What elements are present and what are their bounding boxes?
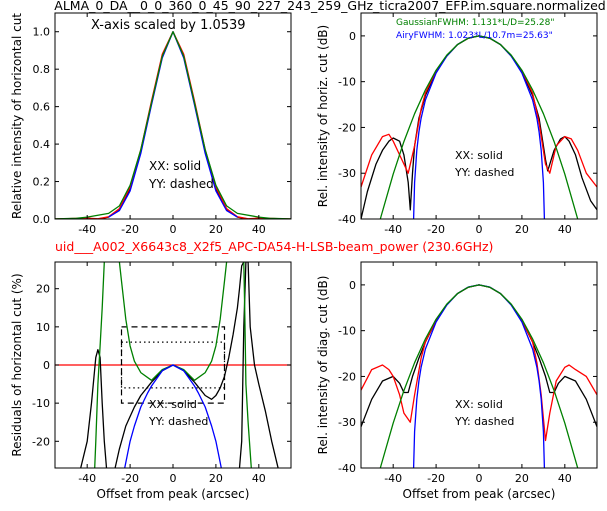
series-black-line xyxy=(361,35,597,219)
polarization-note: XX: solid xyxy=(455,149,503,162)
panel-top-right: -40 -20 0 20 40 -40 -30 -20 -10 0 Rel. intensity o… xyxy=(316,12,598,236)
polarization-note: YY: dashed xyxy=(454,415,514,428)
x-tick-label: 0 xyxy=(476,472,483,485)
figure-title: ALMA_0_DA__0_0_360_0_45_90_227_243_259_G… xyxy=(54,0,605,13)
y-tick-label: 0.8 xyxy=(33,63,51,76)
series-blue-line xyxy=(412,284,546,468)
x-tick-label: 0 xyxy=(170,223,177,236)
y-tick-label: -30 xyxy=(338,167,356,180)
series-green-line xyxy=(118,262,228,381)
polarization-note: XX: solid xyxy=(455,398,503,411)
panel-bottom-left: -40 -20 0 20 40 -20 -10 0 10 20 Residuals of horiz… xyxy=(10,261,292,501)
polarization-note: YY: dashed xyxy=(454,166,514,179)
series-black-line xyxy=(114,262,245,468)
series-green-line xyxy=(243,262,252,468)
y-axis-label: Residuals of horizontal cut (%) xyxy=(10,273,24,456)
y-tick-label: -10 xyxy=(338,76,356,89)
plot-frame xyxy=(360,12,598,220)
plot-area xyxy=(361,35,597,219)
panel-bottom-right: -40 -20 0 20 40 -40 -30 -20 -10 0 Rel. intensity o… xyxy=(316,261,598,501)
panel-top-left: -40 -20 0 20 40 0.0 0.2 0.4 0.6 0.8 1.0 Relative in… xyxy=(10,12,292,236)
x-tick-label: -40 xyxy=(78,223,96,236)
y-tick-label: -40 xyxy=(338,462,356,475)
plot-area xyxy=(55,31,291,219)
polarization-note: YY: dashed xyxy=(148,177,214,191)
series-black-line xyxy=(238,262,279,468)
x-tick-label: 20 xyxy=(209,472,223,485)
y-tick-label: -30 xyxy=(338,416,356,429)
y-tick-label: 10 xyxy=(36,321,50,334)
x-tick-label: 0 xyxy=(476,223,483,236)
y-tick-label: 0 xyxy=(43,359,50,372)
y-tick-label: -40 xyxy=(338,213,356,226)
polarization-note: XX: solid xyxy=(149,159,201,173)
plot-area xyxy=(55,262,291,468)
y-tick-label: -10 xyxy=(32,397,50,410)
x-tick-label: 40 xyxy=(558,472,572,485)
x-tick-label: 40 xyxy=(252,223,266,236)
plot-frame xyxy=(360,261,598,469)
y-tick-label: -20 xyxy=(338,121,356,134)
series-green-line xyxy=(379,284,579,468)
x-tick-label: 20 xyxy=(515,223,529,236)
y-tick-label: -10 xyxy=(338,325,356,338)
x-tick-label: 20 xyxy=(515,472,529,485)
y-tick-label: 0.4 xyxy=(33,138,51,151)
y-tick-label: 0.0 xyxy=(33,213,51,226)
x-tick-label: -20 xyxy=(427,223,445,236)
plot-area xyxy=(361,284,597,468)
y-tick-label: 0.2 xyxy=(33,176,51,189)
x-tick-label: -40 xyxy=(384,472,402,485)
y-axis-label: Rel. intensity of diag. cut (dB) xyxy=(316,276,330,455)
x-tick-label: -20 xyxy=(427,472,445,485)
series-green-line xyxy=(379,35,579,219)
x-tick-label: 40 xyxy=(558,223,572,236)
y-tick-label: 1.0 xyxy=(33,26,51,39)
series-green-line xyxy=(94,262,105,468)
fwhm-legend-text: GaussianFWHM: 1.131*L/D=25.28" xyxy=(396,18,554,28)
y-tick-label: 0 xyxy=(349,279,356,292)
panels: -40 -20 0 20 40 0.0 0.2 0.4 0.6 0.8 1.0 Relative in… xyxy=(10,12,598,501)
polarization-note: YY: dashed xyxy=(148,415,208,428)
x-tick-label: 20 xyxy=(209,223,223,236)
y-tick-label: 0.6 xyxy=(33,101,51,114)
figure-subtitle: uid___A002_X6643c8_X2f5_APC-DA54-H-LSB-b… xyxy=(55,239,493,254)
scale-annotation: X-axis scaled by 1.0539 xyxy=(91,18,246,33)
y-axis-label: Relative intensity of horizontal cut xyxy=(10,13,24,219)
y-tick-label: 20 xyxy=(36,283,50,296)
y-tick-label: 0 xyxy=(349,30,356,43)
x-tick-label: -40 xyxy=(78,472,96,485)
x-tick-label: -40 xyxy=(384,223,402,236)
x-axis-label: Offset from peak (arcsec) xyxy=(97,487,250,501)
polarization-note: XX: solid xyxy=(149,398,197,411)
x-tick-label: -20 xyxy=(121,472,139,485)
series-blue-line xyxy=(124,364,222,468)
x-tick-label: 0 xyxy=(170,472,177,485)
series-green-line xyxy=(55,31,291,219)
series-blue-line xyxy=(412,35,546,219)
x-axis-label: Offset from peak (arcsec) xyxy=(403,487,556,501)
fwhm-legend-text: AiryFWHM: 1.023*L/10.7m=25.63" xyxy=(396,31,553,41)
x-tick-label: 40 xyxy=(252,472,266,485)
dotted-box xyxy=(120,341,226,389)
y-tick-label: -20 xyxy=(338,370,356,383)
y-tick-label: -20 xyxy=(32,435,50,448)
x-tick-label: -20 xyxy=(121,223,139,236)
y-axis-label: Rel. intensity of horiz. cut (dB) xyxy=(316,25,330,207)
series-black-line xyxy=(80,349,108,468)
